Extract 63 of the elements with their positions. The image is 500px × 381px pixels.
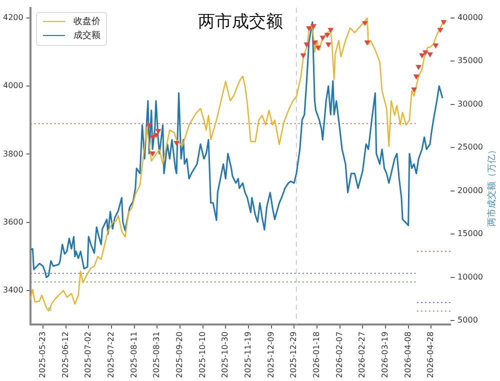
y2-tick-label: 15000 bbox=[458, 229, 484, 238]
y-tick-label: 4200 bbox=[3, 13, 24, 22]
x-tick-label: 2026-03-19 bbox=[380, 332, 390, 378]
x-tick-label: 2025-10-10 bbox=[198, 332, 207, 378]
point bbox=[150, 135, 156, 140]
x-tick-label: 2025-12-29 bbox=[289, 332, 298, 378]
y-tick-label: 3800 bbox=[3, 149, 24, 158]
point bbox=[441, 20, 446, 25]
legend-label: 收盘价 bbox=[73, 16, 100, 28]
x-tick-label: 2026-02-07 bbox=[334, 332, 344, 378]
x-tick-label: 2025-08-11 bbox=[129, 332, 138, 378]
point bbox=[411, 87, 417, 92]
point bbox=[326, 42, 331, 48]
x-tick-label: 2025-10-30 bbox=[220, 332, 230, 378]
point bbox=[427, 52, 433, 58]
point bbox=[146, 123, 152, 128]
point bbox=[362, 21, 368, 26]
x-tick-label: 2025-11-19 bbox=[244, 332, 253, 378]
point bbox=[304, 42, 310, 48]
y2-tick-label: 25000 bbox=[458, 142, 484, 152]
x-tick-label: 2025-12-09 bbox=[266, 332, 276, 378]
point bbox=[414, 74, 419, 80]
y-tick-label: 3600 bbox=[3, 217, 24, 226]
point bbox=[364, 40, 370, 46]
y-tick-label: 4000 bbox=[3, 81, 24, 90]
x-tick-label: 2025-09-20 bbox=[175, 332, 184, 378]
point bbox=[328, 28, 334, 32]
y2-tick-label: 5000 bbox=[458, 316, 478, 325]
x-tick-label: 2026-02-27 bbox=[358, 332, 367, 378]
x-tick-label: 2025-06-12 bbox=[60, 332, 70, 378]
x-tick-label: 2025-08-31 bbox=[152, 332, 162, 378]
point bbox=[324, 33, 330, 38]
x-tick-label: 2026-01-18 bbox=[312, 332, 322, 378]
chart-title: 两市成交额 bbox=[198, 10, 283, 33]
legend-label: 成交额 bbox=[73, 30, 100, 42]
y2-tick-label: 35000 bbox=[458, 56, 484, 66]
y2-tick-label: 30000 bbox=[458, 99, 484, 108]
y-tick-label: 3400 bbox=[3, 286, 24, 295]
y2-tick-label: 40000 bbox=[458, 12, 484, 22]
point bbox=[48, 306, 52, 312]
point bbox=[156, 129, 161, 134]
point bbox=[306, 26, 312, 31]
x-tick-label: 2026-04-08 bbox=[403, 332, 412, 378]
y2-axis-title: 两市成交额（万亿） bbox=[486, 146, 498, 227]
point bbox=[174, 140, 180, 146]
point bbox=[422, 50, 428, 55]
y2-tick-label: 10000 bbox=[458, 272, 484, 282]
point bbox=[316, 46, 321, 50]
point bbox=[438, 28, 443, 32]
x-tick-label: 2025-07-22 bbox=[106, 332, 116, 378]
point bbox=[150, 152, 156, 156]
x-tick-label: 2025-07-02 bbox=[84, 332, 93, 378]
x-tick-label: 2026-04-28 bbox=[426, 332, 436, 378]
point bbox=[300, 53, 306, 58]
point bbox=[416, 65, 422, 70]
x-tick-label: 2025-05-23 bbox=[38, 332, 47, 378]
point bbox=[433, 44, 438, 48]
point bbox=[153, 133, 159, 138]
y2-tick-label: 20000 bbox=[458, 186, 484, 195]
point bbox=[419, 53, 425, 58]
point bbox=[312, 40, 318, 46]
point bbox=[320, 36, 326, 40]
point bbox=[310, 24, 316, 29]
